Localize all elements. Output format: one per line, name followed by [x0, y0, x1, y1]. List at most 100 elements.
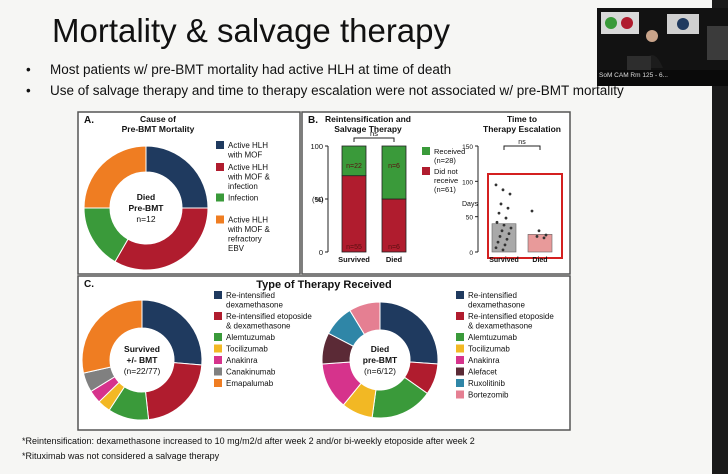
footnote-1: *Reintensification: dexamethasone increa… — [22, 436, 475, 446]
panel-b2-x-label-0: Survived — [489, 257, 519, 264]
panel-b-bar-count-0-1: n=22 — [346, 163, 362, 170]
panel-b-ns: ns — [370, 129, 378, 138]
panel-c-left-legend-label-2: Alemtuzumab — [226, 333, 275, 342]
panel-c-title: Type of Therapy Received — [256, 279, 392, 291]
panel-b2-point-1-4 — [542, 236, 546, 240]
panel-c-left-center-label: Survived — [124, 344, 160, 354]
panel-b2-title: Therapy Escalation — [483, 124, 561, 134]
panel-b-title: Salvage Therapy — [334, 124, 402, 134]
panel-b-y-tick-label-2: 100 — [310, 142, 323, 151]
panel-c-right-legend-swatch-5 — [456, 367, 464, 376]
video-caption: SoM CAM Rm 125 - 6... — [599, 72, 668, 79]
panel-b2-title: Time to — [507, 114, 537, 124]
panel-b2-y-tick-label-3: 150 — [462, 144, 473, 151]
panel-b2-point-0-13 — [505, 237, 509, 241]
panel-a-legend-label-3: refractory — [228, 235, 262, 244]
panel-b-bar-0-0 — [341, 175, 367, 253]
bullet-1-text: Most patients w/ pre-BMT mortality had a… — [50, 62, 452, 77]
panel-c-right-legend-swatch-0 — [456, 291, 464, 299]
panel-c-left-legend-label-0: dexamethasone — [226, 301, 283, 310]
panel-c-left-legend-swatch-5 — [214, 367, 222, 376]
panel-b2-y-label: Days — [462, 201, 478, 208]
panel-b-bar-1-0 — [381, 198, 407, 253]
panel-c-right-legend-label-1: Re-intensified etoposide — [468, 312, 554, 321]
panel-b-legend-label-0: Received — [434, 147, 465, 156]
panel-b2-x-label-1: Died — [532, 257, 547, 264]
panel-b2-point-0-4 — [506, 206, 510, 210]
panel-c-left-legend-label-1: Re-intensified etoposide — [226, 312, 312, 321]
panel-a-legend-swatch-3 — [216, 215, 224, 224]
panel-a-legend-label-3: Active HLH — [228, 216, 268, 225]
panel-b2-point-0-16 — [494, 246, 498, 250]
panel-c-right-legend-label-3: Tocilizumab — [468, 345, 510, 354]
panel-c-right-legend-swatch-3 — [456, 344, 464, 353]
panel-b-bracket — [353, 137, 395, 142]
panel-b2-highlight-box — [487, 173, 563, 259]
panel-c-right-legend-label-5: Alefacet — [468, 368, 498, 377]
panel-a-legend-label-2: Infection — [228, 194, 258, 203]
panel-c-right-center-label: pre-BMT — [363, 355, 398, 365]
panel-b-y-label: (%) — [312, 195, 324, 204]
panel-a-legend-label-0: Active HLH — [228, 141, 268, 150]
panel-c-left-legend-swatch-6 — [214, 379, 222, 387]
panel-c-left-legend-label-5: Canakinumab — [226, 368, 276, 377]
panel-c-left-legend-label-0: Re-intensified — [226, 291, 275, 300]
panel-c-right-legend-swatch-2 — [456, 333, 464, 341]
panel-b2-point-0-0 — [494, 183, 498, 187]
panel-b-legend-swatch-0 — [422, 147, 430, 155]
panel-c-left-legend-label-6: Emapalumab — [226, 379, 274, 388]
panel-c-left-legend-swatch-1 — [214, 312, 222, 320]
panel-b-letter: B. — [308, 115, 318, 126]
bullet-dot-icon: • — [26, 83, 31, 98]
panel-b2-point-1-1 — [537, 229, 541, 233]
panel-c-right-legend-label-2: Alemtuzumab — [468, 333, 517, 342]
panel-a-legend-swatch-1 — [216, 163, 224, 171]
slide-title: Mortality & salvage therapy — [52, 12, 451, 49]
panel-b-x-label-0: Survived — [338, 255, 370, 264]
panel-a-center-label: n=12 — [136, 214, 155, 224]
panel-a-legend-swatch-0 — [216, 141, 224, 149]
panel-c-right-center-label: (n=6/12) — [364, 366, 396, 376]
panel-b2-point-0-10 — [500, 229, 504, 233]
panel-c-left-legend-label-1: & dexamethasone — [226, 322, 291, 331]
panel-b2-point-0-3 — [499, 202, 503, 206]
slide: Mortality & salvage therapy • Most patie… — [0, 0, 712, 474]
panel-b2-y-tick-label-1: 50 — [466, 215, 474, 222]
panel-b-legend-label-1: receive — [434, 176, 458, 185]
panel-b2-point-0-9 — [509, 226, 513, 230]
panel-c-right-legend-swatch-4 — [456, 356, 464, 364]
bullet-2-text: Use of salvage therapy and time to thera… — [50, 83, 624, 98]
panel-a-legend-label-1: infection — [228, 182, 258, 191]
panel-c-left-legend-label-4: Anakinra — [226, 356, 258, 365]
panel-b2-y-tick-label-0: 0 — [469, 250, 473, 257]
panel-b2-point-0-17 — [501, 248, 505, 252]
panel-c-right-legend-swatch-1 — [456, 312, 464, 320]
panel-c-right-legend-label-0: dexamethasone — [468, 301, 525, 310]
panel-c-right-legend-swatch-6 — [456, 379, 464, 387]
panel-a-legend-label-1: with MOF & — [227, 173, 270, 182]
panel-a-legend-label-0: with MOF — [227, 151, 262, 160]
panel-c-left-legend-swatch-4 — [214, 356, 222, 364]
panel-a-hole — [111, 173, 181, 243]
panel-b-title: Reintensification and — [325, 114, 411, 124]
panel-b-legend-swatch-1 — [422, 167, 430, 175]
panel-c-right-slice-7 — [349, 301, 381, 336]
speaker-video-scene — [597, 8, 728, 86]
panel-b2-point-1-0 — [530, 209, 534, 213]
panel-a-center-label: Died — [137, 192, 155, 202]
panel-b2-y-tick-label-2: 100 — [462, 179, 473, 186]
screen-edge — [712, 0, 728, 474]
speaker-video: SoM CAM Rm 125 - 6... — [597, 8, 728, 86]
panel-b2-bar-1 — [527, 234, 553, 253]
panel-a-slice-3 — [83, 145, 147, 209]
bullet-dot-icon: • — [26, 62, 31, 77]
panel-c-left-center-label: (n=22/77) — [124, 366, 161, 376]
panel-c-right-legend-swatch-7 — [456, 390, 464, 399]
panel-b2-point-1-3 — [535, 235, 539, 238]
panel-c-right-legend-label-4: Anakinra — [468, 356, 500, 365]
panel-c-letter: C. — [84, 279, 94, 290]
panel-b-bar-1-1 — [381, 145, 407, 200]
panel-a-title: Cause of — [140, 114, 176, 124]
panel-a-legend-swatch-2 — [216, 193, 224, 202]
